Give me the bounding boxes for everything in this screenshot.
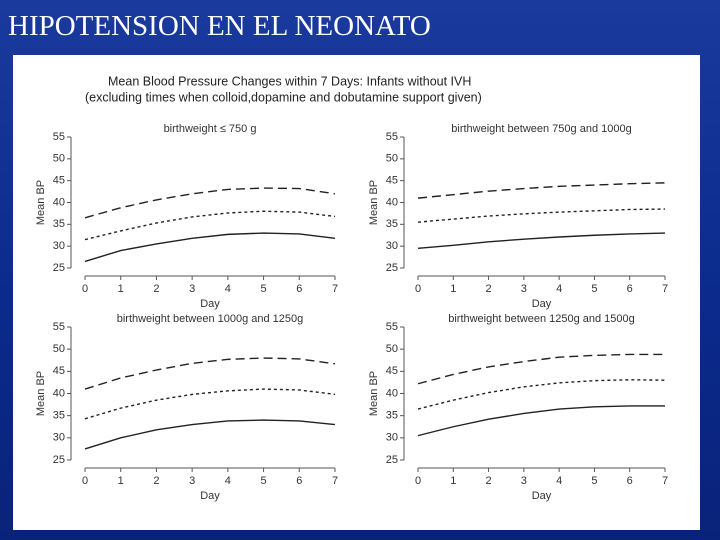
figure-subtitle: (excluding times when colloid,dopamine a… — [85, 90, 482, 104]
x-tick-label: 3 — [189, 283, 195, 295]
x-tick-label: 7 — [662, 283, 668, 295]
series-line — [84, 210, 336, 241]
x-axis-label: Day — [200, 490, 220, 502]
series-line — [84, 187, 336, 219]
y-tick-label: 50 — [53, 343, 65, 355]
figure-background — [13, 55, 700, 530]
y-tick-label: 30 — [53, 432, 65, 444]
figure: Mean Blood Pressure Changes within 7 Day… — [13, 55, 700, 530]
x-tick-label: 0 — [415, 283, 421, 295]
series-line — [84, 419, 336, 450]
y-tick-label: 50 — [386, 343, 398, 355]
x-axis-label: Day — [200, 298, 220, 310]
y-tick-label: 55 — [53, 131, 65, 143]
y-tick-label: 40 — [53, 196, 65, 208]
x-tick-label: 3 — [189, 475, 195, 487]
x-axis-label: Day — [532, 490, 552, 502]
panel-title: birthweight ≤ 750 g — [164, 123, 257, 135]
panel-title: birthweight between 750g and 1000g — [451, 123, 631, 135]
y-tick-label: 35 — [386, 218, 398, 230]
y-tick-label: 30 — [386, 432, 398, 444]
x-tick-label: 5 — [261, 475, 267, 487]
y-tick-label: 45 — [386, 175, 398, 187]
series-line — [417, 232, 666, 250]
y-tick-label: 30 — [53, 240, 65, 252]
x-tick-label: 3 — [521, 475, 527, 487]
x-tick-label: 5 — [591, 475, 597, 487]
y-axis-label: Mean BP — [35, 371, 47, 416]
y-tick-label: 55 — [386, 131, 398, 143]
x-tick-label: 4 — [556, 283, 562, 295]
x-tick-label: 5 — [591, 283, 597, 295]
y-axis-label: Mean BP — [368, 371, 380, 416]
x-tick-label: 5 — [261, 283, 267, 295]
y-tick-label: 45 — [53, 175, 65, 187]
y-tick-label: 45 — [386, 365, 398, 377]
x-tick-label: 6 — [296, 475, 302, 487]
y-tick-label: 25 — [53, 262, 65, 274]
x-axis-label: Day — [532, 298, 552, 310]
x-tick-label: 3 — [521, 283, 527, 295]
series-line — [417, 405, 665, 437]
x-tick-label: 4 — [225, 475, 231, 487]
y-axis-label: Mean BP — [368, 180, 380, 225]
x-tick-label: 7 — [662, 475, 668, 487]
y-tick-label: 40 — [386, 196, 398, 208]
y-tick-label: 50 — [386, 153, 398, 165]
y-tick-label: 35 — [53, 218, 65, 230]
y-tick-label: 30 — [386, 240, 398, 252]
series-line — [417, 353, 665, 385]
x-tick-label: 0 — [82, 283, 88, 295]
x-tick-label: 7 — [332, 283, 338, 295]
x-tick-label: 7 — [332, 475, 338, 487]
slide-title: HIPOTENSION EN EL NEONATO — [8, 10, 431, 42]
series-line — [417, 379, 666, 410]
x-tick-label: 2 — [153, 475, 159, 487]
series-line — [84, 357, 336, 390]
x-tick-label: 4 — [556, 475, 562, 487]
x-tick-label: 6 — [627, 475, 633, 487]
x-tick-label: 1 — [118, 475, 124, 487]
y-tick-label: 25 — [386, 454, 398, 466]
x-tick-label: 2 — [486, 283, 492, 295]
series-line — [84, 232, 336, 263]
x-tick-label: 1 — [118, 283, 124, 295]
x-tick-label: 2 — [153, 283, 159, 295]
y-tick-label: 55 — [53, 321, 65, 333]
y-axis-label: Mean BP — [35, 180, 47, 225]
figure-title: Mean Blood Pressure Changes within 7 Day… — [108, 74, 471, 88]
y-tick-label: 45 — [53, 365, 65, 377]
series-line — [417, 208, 666, 223]
y-tick-label: 40 — [53, 387, 65, 399]
y-tick-label: 40 — [386, 387, 398, 399]
x-tick-label: 4 — [225, 283, 231, 295]
x-tick-label: 0 — [82, 475, 88, 487]
y-tick-label: 35 — [386, 410, 398, 422]
y-tick-label: 25 — [386, 262, 398, 274]
y-tick-label: 35 — [53, 410, 65, 422]
series-line — [84, 388, 336, 420]
x-tick-label: 1 — [450, 475, 456, 487]
x-tick-label: 6 — [627, 283, 633, 295]
x-tick-label: 1 — [450, 283, 456, 295]
y-tick-label: 50 — [53, 153, 65, 165]
y-tick-label: 25 — [53, 454, 65, 466]
panel-title: birthweight between 1250g and 1500g — [448, 313, 635, 325]
x-tick-label: 0 — [415, 475, 421, 487]
x-tick-label: 2 — [486, 475, 492, 487]
x-tick-label: 6 — [296, 283, 302, 295]
y-tick-label: 55 — [386, 321, 398, 333]
panel-title: birthweight between 1000g and 1250g — [117, 313, 304, 325]
